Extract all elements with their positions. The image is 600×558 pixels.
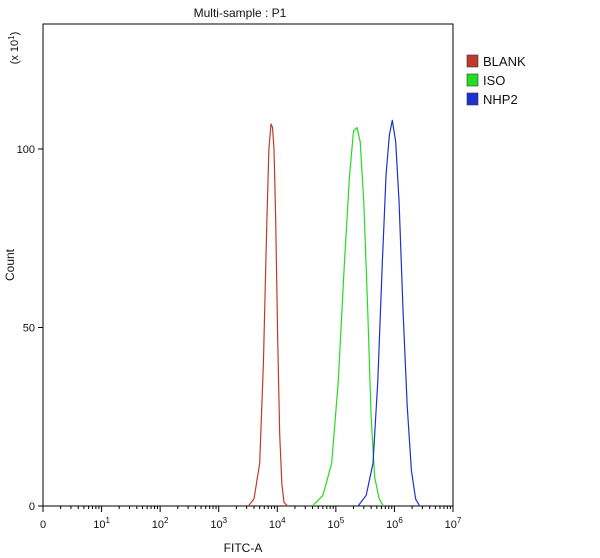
x-tick-label: 101 <box>93 516 110 531</box>
legend-label-iso: ISO <box>483 73 505 88</box>
series-layer <box>247 119 421 507</box>
legend-label-nhp2: NHP2 <box>483 92 518 107</box>
y-axis: 0 50 100 <box>17 144 43 513</box>
svg-text:(x 101): (x 101) <box>7 32 21 65</box>
y-axis-title: Count <box>3 248 17 281</box>
legend: BLANK ISO NHP2 <box>466 54 526 107</box>
series-line-nhp2 <box>357 119 421 507</box>
plot-frame <box>42 23 454 507</box>
x-tick-label: 107 <box>445 516 462 531</box>
legend-swatch-iso <box>466 73 479 87</box>
series-line-iso <box>312 126 385 507</box>
x-tick-label: 103 <box>210 516 227 531</box>
chart-title: Multi-sample : P1 <box>194 6 287 20</box>
legend-swatch-blank <box>466 54 479 68</box>
series-line-blank <box>247 123 289 507</box>
x-tick-label: 102 <box>152 516 169 531</box>
y-tick-label: 100 <box>17 144 35 156</box>
x-tick-label: 0 <box>40 519 46 531</box>
legend-label-blank: BLANK <box>483 54 526 69</box>
x-axis-title: FITC-A <box>224 541 263 555</box>
x-axis: 0 101 102 103 104 105 106 107 <box>40 506 462 531</box>
y-tick-label: 0 <box>29 501 35 513</box>
legend-swatch-nhp2 <box>466 92 479 106</box>
x-tick-label: 106 <box>386 516 403 531</box>
y-axis-title-group: Count <box>3 248 17 281</box>
x-tick-label: 104 <box>269 516 286 531</box>
y-tick-label: 50 <box>23 322 35 334</box>
x-tick-label: 105 <box>328 516 345 531</box>
y-multiplier-label: (x 101) <box>7 32 21 65</box>
